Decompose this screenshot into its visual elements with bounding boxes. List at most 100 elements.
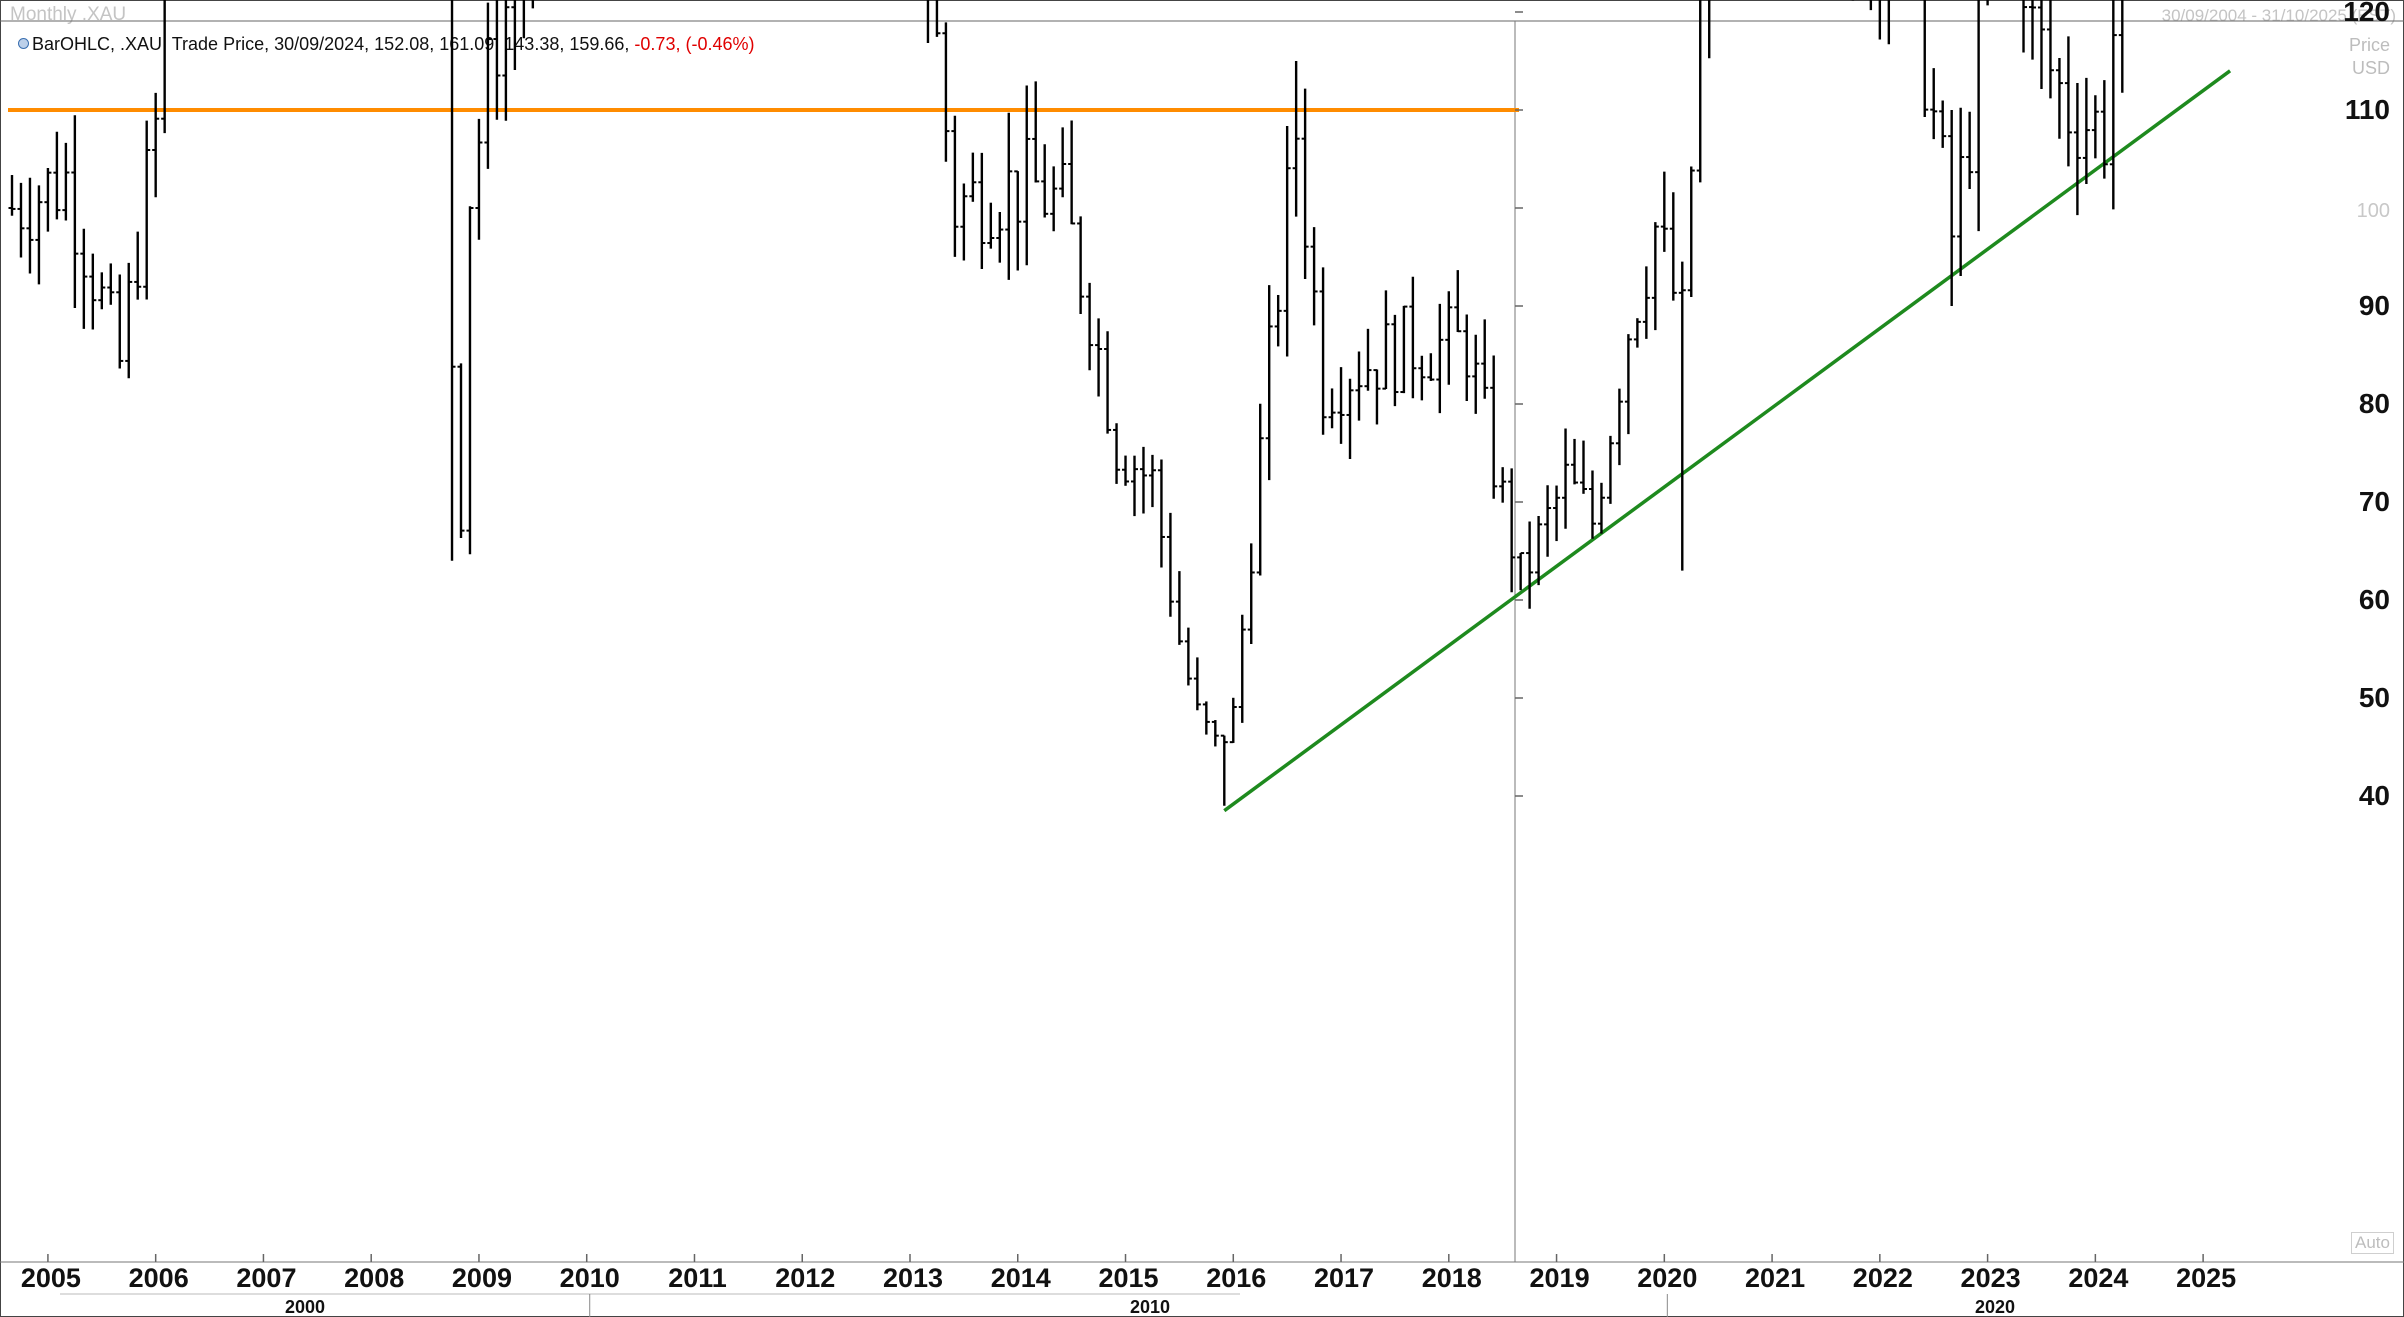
- ohlc-bar: [1490, 355, 1498, 499]
- x-tick-label: 2023: [1961, 1263, 2021, 1293]
- x-tick-label: 2011: [668, 1263, 727, 1293]
- ohlc-bar: [1481, 319, 1489, 399]
- ohlc-bar: [1113, 423, 1121, 484]
- ohlc-bar: [1642, 266, 1650, 339]
- ohlc-bar: [1131, 455, 1138, 517]
- decade-label: 2000: [285, 1297, 325, 1317]
- price-axis-label: Price: [2348, 35, 2390, 55]
- ohlc-bar: [1256, 403, 1264, 576]
- ohlc-bar: [1553, 485, 1561, 542]
- y-tick-label: 110: [2345, 94, 2390, 125]
- price-axis-header: Price USD: [2349, 34, 2390, 80]
- ohlc-bar: [62, 142, 70, 221]
- ohlc-bar: [1418, 355, 1426, 401]
- y-tick-label: 80: [2359, 388, 2390, 419]
- ohlc-bar: [475, 118, 483, 240]
- x-tick-label: 2024: [2068, 1263, 2128, 1293]
- ohlc-bar: [457, 363, 465, 538]
- ohlc-bar: [1292, 61, 1300, 217]
- ohlc-bar: [1948, 110, 1956, 306]
- ohlc-bar: [1562, 428, 1570, 529]
- ohlc-bar: [1571, 438, 1579, 485]
- ohlc-bar: [1059, 127, 1067, 198]
- ohlc-bar: [1095, 318, 1103, 397]
- ohlc-bar: [1669, 192, 1677, 301]
- ohlc-bar: [89, 253, 97, 330]
- ohlc-bar: [2118, 0, 2124, 93]
- ohlc-bar: [1615, 388, 1623, 466]
- ohlc-bar: [125, 262, 133, 379]
- ohlc-bar: [1229, 697, 1237, 744]
- ohlc-bar: [116, 274, 124, 369]
- annotation-circle[interactable]: [1934, 0, 2329, 90]
- date-range: 30/09/2004 - 31/10/2025 (EST): [2161, 6, 2396, 25]
- ohlc-bar: [1328, 388, 1336, 429]
- series-values: BarOHLC, .XAU, Trade Price, 30/09/2024, …: [32, 34, 630, 54]
- ohlc-bar: [1184, 627, 1192, 686]
- ohlc-bar: [1283, 125, 1291, 357]
- ohlc-bar: [1086, 282, 1094, 371]
- ohlc-bar: [17, 182, 25, 258]
- ohlc-bar: [2037, 0, 2045, 89]
- ohlc-bar: [2029, 0, 2036, 60]
- ohlc-bar: [2091, 95, 2099, 159]
- ohlc-bar: [1068, 120, 1076, 225]
- ohlc-bar: [1427, 353, 1435, 381]
- ohlc-bar: [450, 0, 456, 561]
- ohlc-bar: [1887, 0, 1891, 45]
- x-tick-label: 2025: [2176, 1263, 2236, 1293]
- ohlc-bar: [1274, 294, 1282, 347]
- currency-label: USD: [2351, 58, 2390, 78]
- ohlc-bar: [1193, 657, 1201, 711]
- ohlc-bar: [1139, 446, 1147, 514]
- ohlc-bar: [2022, 0, 2028, 53]
- ohlc-bar: [1355, 351, 1363, 421]
- chart-title: Monthly .XAU: [10, 4, 127, 25]
- y-tick-label: 100: [2357, 200, 2390, 222]
- ohlc-bar: [1517, 552, 1525, 591]
- ohlc-bar: [1696, 0, 1702, 183]
- ohlc-bar: [2064, 36, 2072, 167]
- ohlc-bar: [1104, 331, 1112, 434]
- ohlc-bar: [1202, 701, 1210, 735]
- x-tick-label: 2015: [1098, 1263, 1158, 1293]
- ohlc-bar: [8, 175, 16, 216]
- y-tick-label: 60: [2359, 584, 2390, 615]
- ohlc-bar: [1373, 369, 1381, 425]
- ohlc-bar: [969, 152, 977, 202]
- ohlc-bar: [1301, 88, 1309, 280]
- x-tick-label: 2016: [1206, 1263, 1266, 1293]
- ohlc-bar: [1957, 107, 1965, 276]
- decade-label: 2010: [1130, 1297, 1170, 1317]
- series-marker-icon[interactable]: [18, 38, 29, 49]
- x-tick-label: 2008: [344, 1263, 404, 1293]
- ohlc-bar: [1624, 334, 1632, 435]
- ohlc-bar: [44, 167, 52, 232]
- ohlc-bar: [1526, 521, 1534, 609]
- auto-scale-button[interactable]: Auto: [2351, 1232, 2394, 1254]
- ohlc-bar: [1050, 166, 1058, 232]
- ohlc-bar: [531, 0, 535, 9]
- x-tick-label: 2005: [21, 1263, 81, 1293]
- ohlc-bar: [53, 131, 61, 220]
- ohlc-bar: [1400, 305, 1408, 394]
- series-change: -0.73, (-0.46%): [634, 34, 755, 54]
- ohlc-bar: [1238, 614, 1246, 723]
- ohlc-bar: [1211, 720, 1219, 747]
- ohlc-bar: [1633, 318, 1641, 348]
- ohlc-bar: [926, 0, 930, 44]
- trendline-2[interactable]: [1223, 69, 2232, 813]
- x-tick-label: 2022: [1853, 1263, 1913, 1293]
- ohlc-bar: [161, 0, 166, 134]
- ohlc-bar: [1445, 291, 1453, 385]
- ohlc-bar: [2100, 80, 2108, 179]
- ohlc-bar: [1032, 81, 1040, 183]
- x-tick-label: 2020: [1637, 1263, 1697, 1293]
- x-tick-label: 2017: [1314, 1263, 1374, 1293]
- ohlc-bar: [1436, 303, 1444, 414]
- ohlc-bar: [522, 0, 526, 39]
- y-tick-label: 50: [2359, 682, 2390, 713]
- ohlc-bar: [484, 2, 492, 169]
